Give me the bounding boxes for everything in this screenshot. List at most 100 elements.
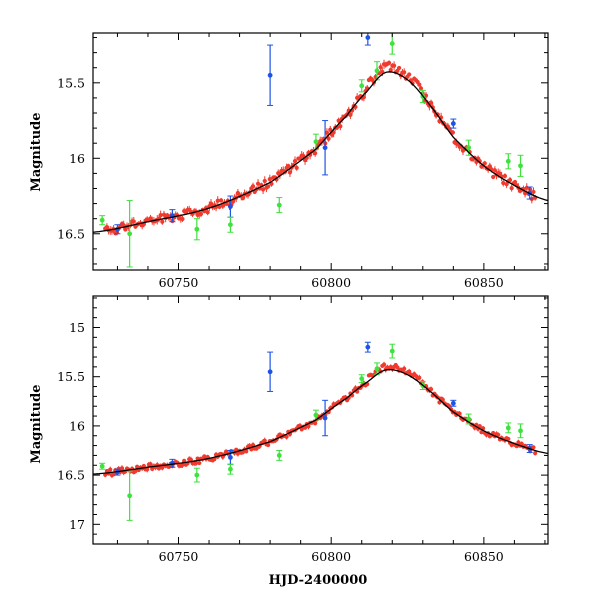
red-point xyxy=(244,449,249,454)
red-point xyxy=(215,198,220,203)
data-point xyxy=(518,428,523,434)
y-tick-label: 16 xyxy=(69,418,85,433)
red-point xyxy=(287,170,293,175)
red-point xyxy=(262,438,267,443)
data-point xyxy=(99,217,105,223)
red-point xyxy=(501,180,506,186)
red-point xyxy=(188,457,193,462)
data-point xyxy=(228,454,233,460)
green-series xyxy=(99,343,524,521)
red-point xyxy=(267,176,272,182)
red-point xyxy=(313,151,318,156)
data-point xyxy=(450,121,456,126)
data-point xyxy=(228,466,233,472)
data-point xyxy=(374,366,380,372)
red-point xyxy=(193,461,199,466)
red-point xyxy=(180,462,185,467)
red-point xyxy=(482,161,487,166)
plot-frame xyxy=(92,295,549,545)
data-point xyxy=(313,412,319,418)
data-point xyxy=(276,202,282,208)
red-point xyxy=(294,165,299,170)
data-point xyxy=(359,376,365,382)
red-point xyxy=(266,184,271,189)
top-panel: 60750 60800 60850 15.5 16 16.5 xyxy=(57,32,549,290)
red-point xyxy=(531,445,536,450)
x-tick-label: 60800 xyxy=(311,549,351,564)
red-point xyxy=(506,436,511,442)
red-point xyxy=(121,223,126,228)
data-point xyxy=(466,416,472,422)
y-tick-label: 17 xyxy=(69,517,85,532)
red-point xyxy=(533,450,538,456)
red-series xyxy=(103,361,538,479)
data-point xyxy=(389,41,395,46)
y-tick-label: 15 xyxy=(69,320,85,335)
data-point xyxy=(322,415,328,421)
red-point xyxy=(388,67,393,73)
data-point xyxy=(365,35,371,40)
blue-series xyxy=(114,341,533,476)
red-point xyxy=(338,124,343,129)
red-point xyxy=(195,456,200,461)
plot-area xyxy=(93,341,548,521)
red-point xyxy=(381,362,387,367)
data-point xyxy=(322,145,328,151)
red-point xyxy=(255,181,261,186)
y-tick-label: 15.5 xyxy=(57,75,85,90)
red-point xyxy=(292,159,298,164)
red-point xyxy=(161,212,167,217)
red-point xyxy=(402,70,407,75)
red-point xyxy=(531,189,536,195)
data-point xyxy=(228,222,233,228)
red-point xyxy=(336,118,341,123)
plot-area xyxy=(93,33,548,268)
red-point xyxy=(104,224,109,230)
data-point xyxy=(359,83,365,89)
red-point xyxy=(507,177,513,183)
y-tick-label: 16.5 xyxy=(57,468,85,483)
red-point xyxy=(145,467,150,472)
red-point xyxy=(217,204,222,209)
y-tick-label: 16 xyxy=(69,151,85,166)
data-point xyxy=(389,348,395,354)
data-point xyxy=(99,463,105,469)
x-tick-label: 60850 xyxy=(464,549,504,564)
data-point xyxy=(267,369,273,375)
red-point xyxy=(407,72,412,77)
red-point xyxy=(198,211,204,217)
red-point xyxy=(131,219,136,224)
red-point xyxy=(502,173,508,179)
x-tick-label: 60850 xyxy=(464,275,504,290)
data-point xyxy=(505,425,511,431)
red-point xyxy=(418,86,424,91)
data-point xyxy=(466,145,472,151)
red-point xyxy=(158,213,163,218)
red-point xyxy=(208,201,214,206)
red-point xyxy=(219,198,224,203)
red-point xyxy=(250,184,256,189)
red-point xyxy=(496,432,501,437)
red-point xyxy=(479,430,484,435)
top-y-axis-title: Magnitude xyxy=(29,112,44,191)
blue-series xyxy=(114,33,533,235)
data-point xyxy=(194,472,200,478)
model-curve xyxy=(93,368,548,475)
red-point xyxy=(491,430,496,436)
x-axis-title: HJD-2400000 xyxy=(269,573,368,588)
red-point xyxy=(160,219,165,224)
data-point xyxy=(313,139,319,145)
red-point xyxy=(324,130,330,135)
red-point xyxy=(487,164,492,169)
red-point xyxy=(397,65,402,71)
red-point xyxy=(302,425,308,430)
bottom-panel: 60750 60800 60850 15 15.5 16 16.5 17 xyxy=(57,295,549,564)
red-point xyxy=(240,196,246,201)
bottom-y-axis-title: Magnitude xyxy=(29,384,44,463)
red-point xyxy=(457,411,462,416)
red-point xyxy=(306,424,311,429)
red-point xyxy=(428,387,434,392)
red-point xyxy=(286,163,291,169)
x-tick-label: 60750 xyxy=(159,549,199,564)
data-point xyxy=(267,72,273,78)
